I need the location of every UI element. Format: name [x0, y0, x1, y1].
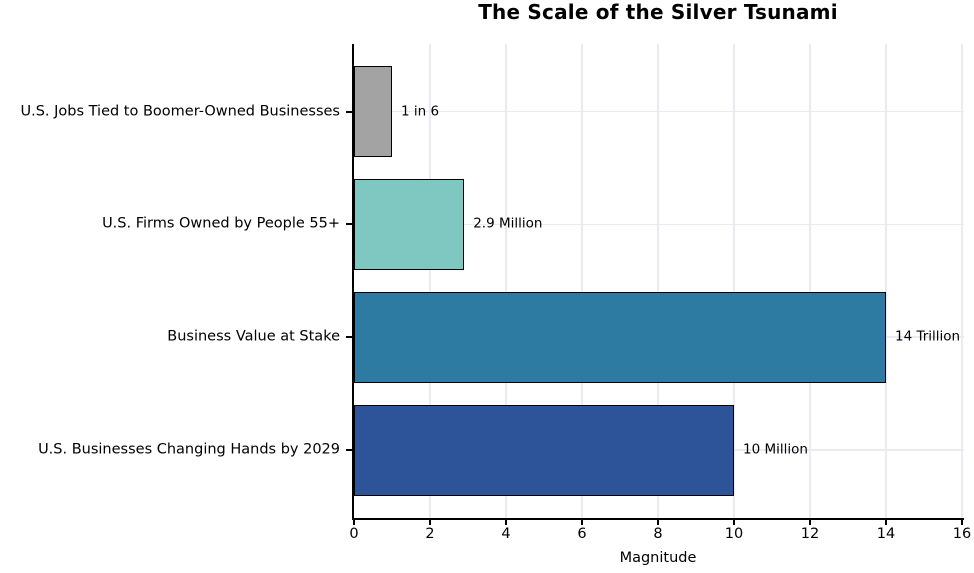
- x-tick-label: 6: [577, 526, 587, 542]
- vertical-gridline: [581, 44, 583, 518]
- x-tick-label: 2: [425, 526, 435, 542]
- vertical-gridline: [885, 44, 887, 518]
- x-tick-label: 10: [724, 526, 744, 542]
- x-axis-tick: [353, 519, 355, 525]
- vertical-gridline: [657, 44, 659, 518]
- x-axis-tick: [429, 519, 431, 525]
- vertical-gridline: [733, 44, 735, 518]
- category-label: Business Value at Stake: [167, 328, 340, 345]
- plot-area: 1 in 6 2.9 Million 14 Trillion 10 Million: [352, 44, 964, 520]
- x-tick-label: 0: [349, 526, 359, 542]
- bar: [354, 404, 734, 496]
- horizontal-gridline: [354, 110, 964, 113]
- x-tick-label: 14: [876, 526, 896, 542]
- y-axis-tick: [346, 336, 353, 339]
- bar-value-label: 10 Million: [743, 441, 808, 458]
- y-axis-tick: [346, 110, 353, 113]
- y-axis-tick: [346, 449, 353, 451]
- category-label: U.S. Jobs Tied to Boomer-Owned Businesse…: [20, 102, 340, 119]
- category-label: U.S. Businesses Changing Hands by 2029: [38, 441, 340, 458]
- x-axis-tick: [885, 519, 887, 525]
- x-axis-tick: [657, 519, 659, 525]
- x-axis-tick: [809, 519, 811, 525]
- vertical-gridline: [809, 44, 811, 518]
- x-tick-label: 16: [952, 526, 972, 542]
- x-axis-tick: [961, 519, 963, 525]
- horizontal-gridline: [354, 223, 964, 226]
- x-tick-label: 4: [501, 526, 511, 542]
- vertical-gridline: [961, 44, 963, 518]
- category-label: U.S. Firms Owned by People 55+: [102, 215, 340, 232]
- x-axis-tick: [581, 519, 583, 525]
- chart-title: The Scale of the Silver Tsunami: [478, 0, 838, 24]
- bar-value-label: 2.9 Million: [473, 215, 543, 232]
- bar: [354, 291, 886, 383]
- vertical-gridline: [429, 44, 431, 518]
- bar-value-label: 1 in 6: [401, 102, 440, 119]
- x-tick-label: 12: [800, 526, 820, 542]
- x-axis-tick: [733, 519, 735, 525]
- x-tick-label: 8: [653, 526, 663, 542]
- bar: [354, 66, 392, 157]
- x-axis-label: Magnitude: [619, 550, 697, 566]
- x-axis-tick: [505, 519, 507, 525]
- vertical-gridline: [505, 44, 507, 518]
- bar: [354, 178, 465, 270]
- y-axis-tick: [346, 223, 353, 226]
- bar-value-label: 14 Trillion: [895, 328, 961, 345]
